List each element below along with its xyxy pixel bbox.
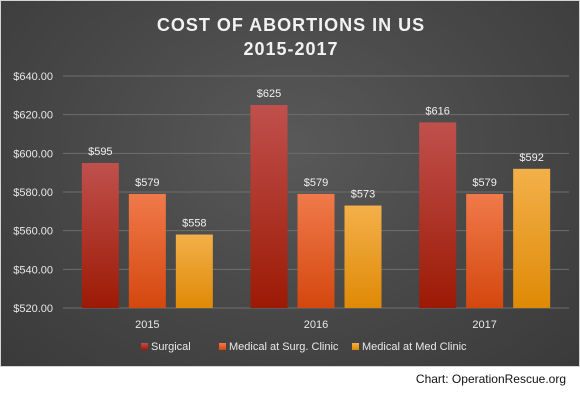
y-axis-ticks: $520.00 $540.00 $560.00 $580.00 $600.00 $620.… (13, 71, 53, 315)
legend-swatch (352, 343, 359, 350)
bar (344, 205, 382, 308)
bar-chart: COST OF ABORTIONS IN US 2015-2017 $520.0… (13, 15, 569, 353)
data-label: $558 (182, 218, 206, 230)
bar (297, 193, 335, 308)
bar (419, 122, 457, 309)
y-tick-label: $540.00 (13, 264, 53, 276)
y-tick-label: $640.00 (13, 71, 53, 83)
legend-label: Medical at Med Clinic (362, 341, 467, 353)
legend-label: Medical at Surg. Clinic (229, 341, 339, 353)
data-label: $579 (304, 177, 328, 189)
data-label: $595 (88, 146, 112, 158)
y-tick-label: $620.00 (13, 110, 53, 122)
y-tick-label: $600.00 (13, 148, 53, 160)
data-label: $616 (425, 105, 449, 117)
data-label: $625 (257, 88, 281, 100)
bar (81, 163, 119, 308)
data-label: $592 (519, 152, 543, 164)
bars (81, 105, 551, 309)
bar (128, 193, 166, 308)
chart-area: COST OF ABORTIONS IN US 2015-2017 $520.0… (0, 0, 580, 367)
legend-label: Surgical (151, 341, 191, 353)
y-tick-label: $560.00 (13, 226, 53, 238)
x-tick-label: 2015 (135, 319, 159, 331)
source-credit: Chart: OperationRescue.org (415, 372, 566, 386)
data-label: $579 (135, 177, 159, 189)
chart-title: COST OF ABORTIONS IN US 2015-2017 (157, 15, 425, 59)
x-tick-label: 2016 (304, 319, 328, 331)
y-tick-label: $520.00 (13, 303, 53, 315)
legend: Surgical Medical at Surg. Clinic Medical a… (141, 341, 467, 353)
legend-swatch (141, 343, 148, 350)
bar (466, 193, 504, 308)
data-label: $579 (472, 177, 496, 189)
x-tick-label: 2017 (472, 319, 496, 331)
chart-title-line-2: 2015-2017 (243, 39, 338, 59)
data-labels: $595 $579 $558 $625 $579 $573 $616 $579 $592 (88, 88, 544, 230)
x-axis-ticks: 2015 2016 2017 (135, 319, 497, 331)
y-tick-label: $580.00 (13, 187, 53, 199)
chart-title-line-1: COST OF ABORTIONS IN US (157, 15, 425, 35)
bar (250, 105, 288, 308)
bar (175, 234, 213, 308)
data-label: $573 (351, 189, 375, 201)
bar (513, 168, 551, 308)
legend-swatch (219, 343, 226, 350)
